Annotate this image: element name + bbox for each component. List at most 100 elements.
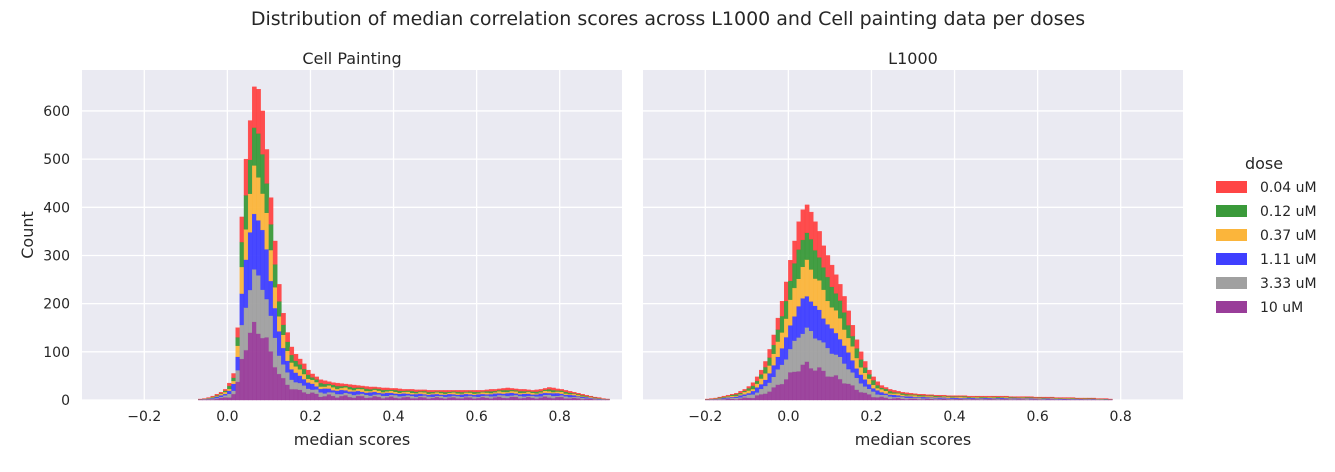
histogram-bar-segment [331,385,335,387]
histogram-bar-segment [493,389,497,391]
histogram-bar-segment [227,391,231,394]
histogram-bar-segment [223,392,227,394]
histogram-bar-segment [739,391,743,393]
histogram-bar-segment [402,392,406,393]
histogram-bar-segment [855,358,859,368]
histogram-bar-segment [772,345,776,354]
histogram-bar-segment [344,395,348,400]
histogram-bar-segment [219,392,223,393]
histogram-bar-segment [531,393,535,395]
histogram-bar-segment [227,389,231,391]
histogram-bar-segment [306,370,310,374]
histogram-bar-segment [788,349,792,372]
histogram-bar-segment [793,372,797,400]
histogram-bar-segment [273,287,277,308]
x-tick-label: −0.2 [127,409,161,425]
histogram-bar-segment [817,280,821,309]
histogram-bar-segment [327,384,331,386]
histogram-bar-segment [356,386,360,388]
histogram-bar-segment [838,339,842,357]
histogram-bar-segment [306,394,310,400]
histogram-bar-segment [273,367,277,400]
histogram-bar-segment [281,313,285,324]
x-tick-label: 0.0 [216,409,238,425]
histogram-bar-segment [925,395,929,396]
histogram-bar-segment [876,382,880,385]
histogram-bar-segment [240,359,244,400]
histogram-bar-segment [439,398,443,400]
histogram-bar-segment [373,394,377,396]
histogram-bar-segment [236,337,240,345]
histogram-bar-segment [838,379,842,400]
histogram-bar-segment [805,296,809,327]
histogram-bar-segment [838,284,842,300]
histogram-bar-segment [489,389,493,391]
histogram-bar-segment [481,394,485,396]
x-tick-label: 0.8 [1110,409,1132,425]
histogram-bar-segment [485,391,489,392]
histogram-bar-segment [763,373,767,379]
histogram-bar-segment [240,294,244,325]
x-axis-label-l1000: median scores [855,430,971,449]
histogram-bar-segment [472,390,476,392]
histogram-bar-segment [477,398,481,400]
histogram-bar-segment [901,397,905,399]
histogram-bar-segment [568,395,572,397]
histogram-bar-segment [855,340,859,349]
histogram-bar-segment [543,396,547,400]
histogram-bar-segment [842,346,846,364]
histogram-bar-segment [489,398,493,400]
histogram-bar-segment [784,359,788,379]
histogram-bar-segment [256,89,260,133]
histogram-bar-segment [439,392,443,393]
histogram-bar-segment [801,334,805,365]
histogram-bar-segment [232,378,236,381]
legend-label: 10 uM [1260,300,1303,316]
histogram-bar-segment [468,393,472,395]
histogram-bar-segment [236,382,240,400]
histogram-bar-segment [892,390,896,392]
histogram-bar-segment [277,316,281,331]
histogram-bar-segment [364,398,368,400]
histogram-bar-segment [564,390,568,391]
histogram-bar-segment [306,379,310,383]
histogram-bar-segment [747,395,751,398]
histogram-bar-segment [551,390,555,392]
histogram-bar-segment [256,133,260,177]
histogram-bar-segment [252,128,256,166]
histogram-bar-segment [784,319,788,338]
histogram-bar-segment [290,347,294,355]
histogram-bar-segment [439,390,443,391]
histogram-bar-segment [315,377,319,380]
histogram-bar-segment [747,387,751,389]
histogram-bar-segment [406,389,410,390]
histogram-bar-segment [389,393,393,395]
histogram-bar-segment [398,396,402,398]
histogram-bar-segment [560,397,564,400]
histogram-bar-segment [772,387,776,400]
histogram-bar-segment [460,397,464,399]
histogram-bar-segment [518,389,522,391]
histogram-bar-segment [506,396,510,398]
histogram-bar-segment [826,324,830,348]
histogram-bar-segment [842,312,846,329]
histogram-bar-segment [261,154,265,193]
histogram-bar-segment [431,394,435,396]
histogram-bar-segment [871,397,875,400]
histogram-bar-segment [236,357,240,370]
histogram-bar-segment [394,398,398,400]
histogram-bar-segment [427,392,431,394]
histogram-bar-segment [373,396,377,400]
histogram-bar-segment [265,213,269,249]
y-tick-label: 600 [43,104,70,120]
histogram-bar-segment [518,398,522,400]
histogram-bar-segment [901,392,905,393]
histogram-bar-segment [423,392,427,394]
histogram-bar-segment [352,398,356,400]
histogram-bar-segment [472,392,476,394]
histogram-bar-segment [481,392,485,394]
histogram-bar-segment [352,385,356,388]
